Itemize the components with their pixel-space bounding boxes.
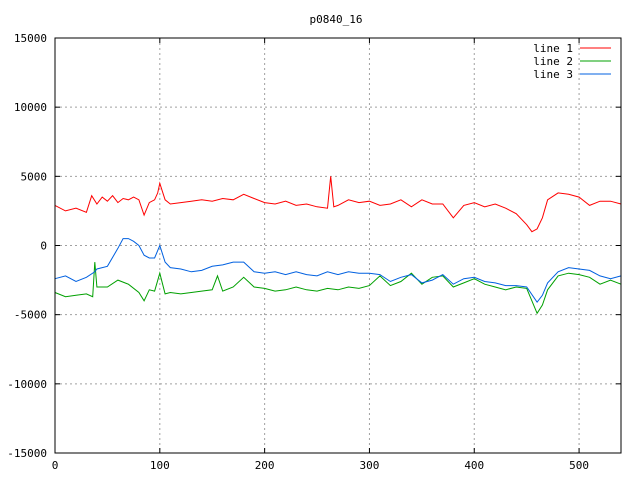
legend-label-3: line 3 xyxy=(533,68,573,81)
x-tick-label: 400 xyxy=(464,459,484,472)
grid-layer xyxy=(55,38,621,453)
chart-title: p0840_16 xyxy=(310,13,363,26)
y-tick-label: 10000 xyxy=(14,101,47,114)
x-tick-label: 200 xyxy=(255,459,275,472)
x-tick-label: 300 xyxy=(360,459,380,472)
series-layer xyxy=(54,176,622,315)
series-line-1 xyxy=(54,176,622,233)
x-tick-label: 0 xyxy=(52,459,59,472)
legend-label-1: line 1 xyxy=(533,42,573,55)
y-tick-label: -5000 xyxy=(14,309,47,322)
series-line-3 xyxy=(54,238,622,304)
x-tick-label: 500 xyxy=(569,459,589,472)
y-tick-label: 5000 xyxy=(21,170,48,183)
y-tick-label: 15000 xyxy=(14,32,47,45)
legend-label-2: line 2 xyxy=(533,55,573,68)
x-tick-label: 100 xyxy=(150,459,170,472)
y-tick-label: 0 xyxy=(40,240,47,253)
series-line-2 xyxy=(54,262,622,315)
plot-frame xyxy=(54,37,622,454)
y-tick-label: -10000 xyxy=(7,378,47,391)
y-tick-label: -15000 xyxy=(7,447,47,460)
axis-layer: 0 100 200 300 400 500 -15000 -10000 -5000 0 5000 10… xyxy=(7,32,621,472)
